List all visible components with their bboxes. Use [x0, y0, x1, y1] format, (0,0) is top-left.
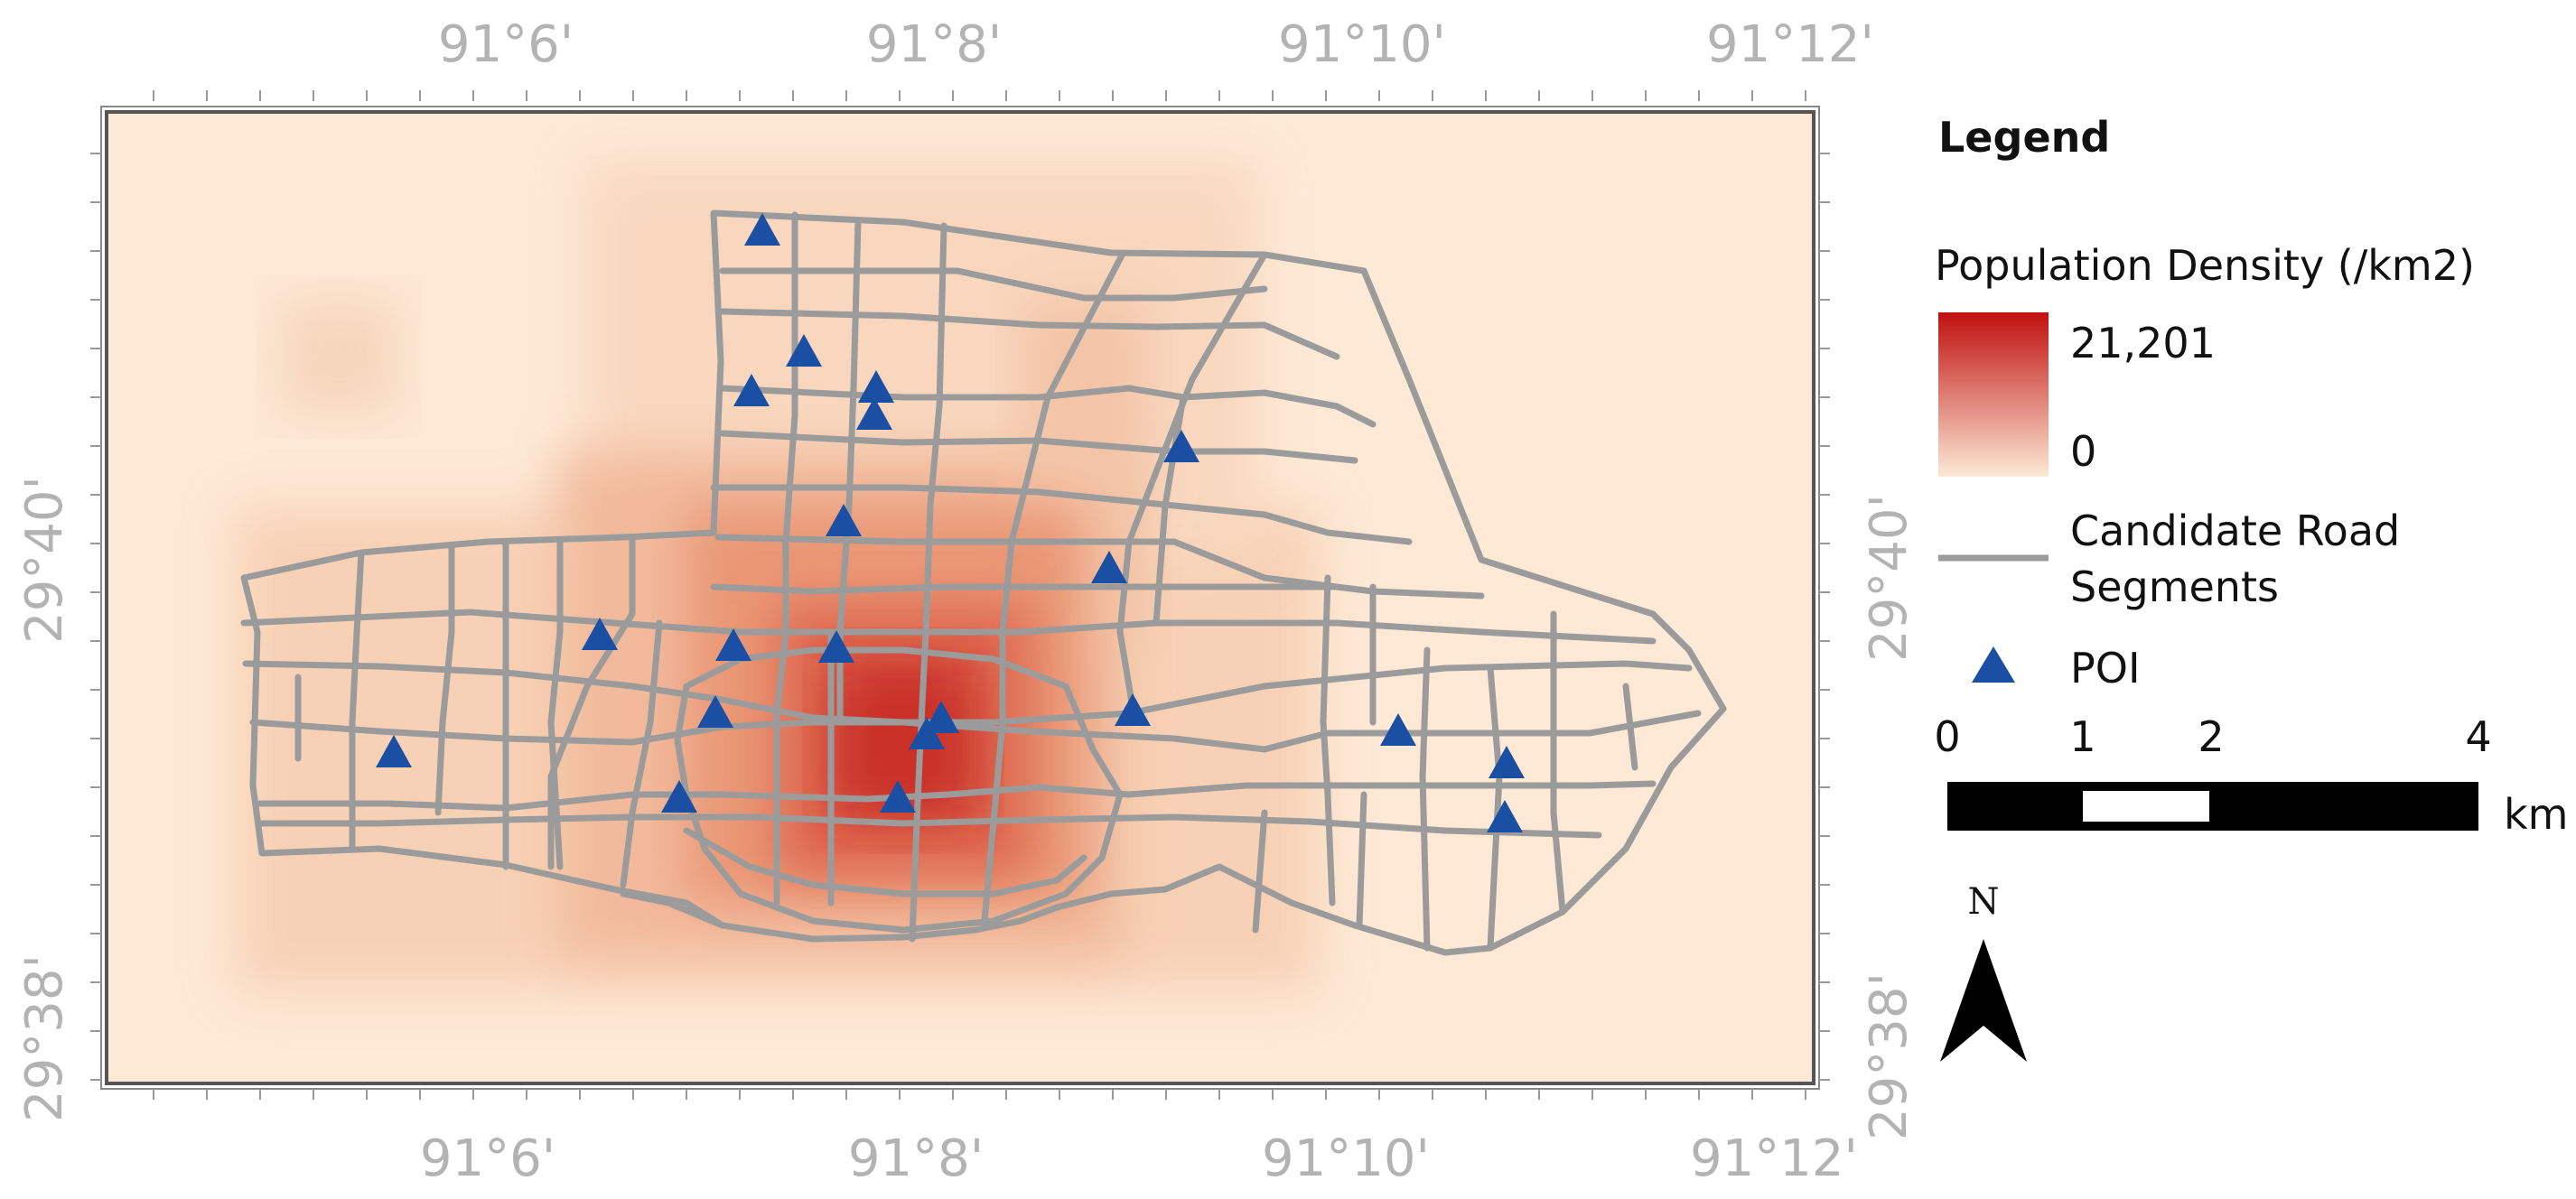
poi-layer: [376, 213, 1525, 832]
poi-marker-icon: [858, 370, 894, 403]
poi-marker-icon: [1163, 430, 1199, 462]
density-max-label: 21,201: [2070, 319, 2216, 367]
density-min-label: 0: [2070, 427, 2096, 476]
graticule-ticks: [90, 90, 1830, 1100]
left-label: 29°38': [15, 954, 74, 1122]
poi-marker-icon: [715, 628, 751, 661]
bottom-coordinate-labels: 91°6' 91°8' 91°10' 91°12': [420, 1129, 1858, 1188]
density-color-ramp: [1938, 312, 2049, 477]
poi-label: POI: [2070, 644, 2141, 692]
top-label: 91°12': [1706, 15, 1874, 74]
right-coordinate-labels: 29°40' 29°38': [1860, 494, 1918, 1140]
map-frame: [105, 110, 1815, 1085]
poi-marker-icon: [1091, 551, 1127, 583]
north-label: N: [1968, 881, 2000, 923]
poi-marker-icon: [826, 504, 862, 536]
poi-marker-icon: [1489, 746, 1525, 778]
left-coordinate-labels: 29°40' 29°38': [15, 476, 74, 1122]
map-frame-outer: [100, 106, 1820, 1090]
scale-unit: km: [2504, 790, 2568, 839]
legend-title: Legend: [1938, 113, 2110, 162]
poi-marker-icon: [786, 334, 822, 367]
left-label: 29°40': [15, 476, 74, 644]
bottom-label: 91°8': [848, 1129, 984, 1188]
poi-triangle-icon: [1972, 646, 2015, 683]
poi-marker-icon: [923, 701, 959, 733]
poi-marker-icon: [1380, 713, 1416, 746]
scale-bar-black: [1947, 782, 2478, 831]
right-label: 29°40': [1860, 494, 1918, 662]
poi-marker-icon: [661, 780, 697, 813]
poi-marker-icon: [582, 618, 618, 650]
roads-label-line2: Segments: [2070, 562, 2279, 611]
scale-tick-label: 4: [2465, 712, 2491, 761]
poi-marker-icon: [1115, 693, 1151, 726]
bottom-label: 91°12': [1690, 1129, 1858, 1188]
right-label: 29°38': [1860, 972, 1918, 1140]
poi-marker-icon: [856, 397, 892, 430]
top-label: 91°10': [1278, 15, 1446, 74]
top-label: 91°8': [866, 15, 1002, 74]
bottom-label: 91°6': [420, 1129, 555, 1188]
scale-tick-label: 0: [1934, 712, 1960, 761]
scale-tick-label: 1: [2069, 712, 2095, 761]
roads-label-line1: Candidate Road: [2070, 507, 2400, 555]
bottom-label: 91°10': [1262, 1129, 1430, 1188]
poi-marker-icon: [744, 213, 780, 246]
scale-bar-white-segment: [2083, 791, 2209, 822]
scale-bar: 0 1 2 4 km: [1934, 712, 2568, 839]
poi-marker-icon: [697, 695, 733, 728]
density-title: Population Density (/km2): [1935, 241, 2475, 290]
top-label: 91°6': [438, 15, 574, 74]
poi-marker-icon: [818, 630, 854, 663]
poi-marker-icon: [880, 780, 916, 813]
legend: Legend Population Density (/km2) 21,201 …: [1935, 113, 2475, 692]
poi-marker-icon: [909, 717, 945, 749]
north-arrow: N: [1940, 881, 2027, 1062]
poi-marker-icon: [733, 374, 770, 406]
poi-marker-icon: [376, 735, 412, 767]
north-arrow-icon: [1940, 939, 2027, 1062]
poi-marker-icon: [1487, 800, 1523, 832]
scale-tick-label: 2: [2198, 712, 2224, 761]
top-coordinate-labels: 91°6' 91°8' 91°10' 91°12': [438, 15, 1874, 74]
